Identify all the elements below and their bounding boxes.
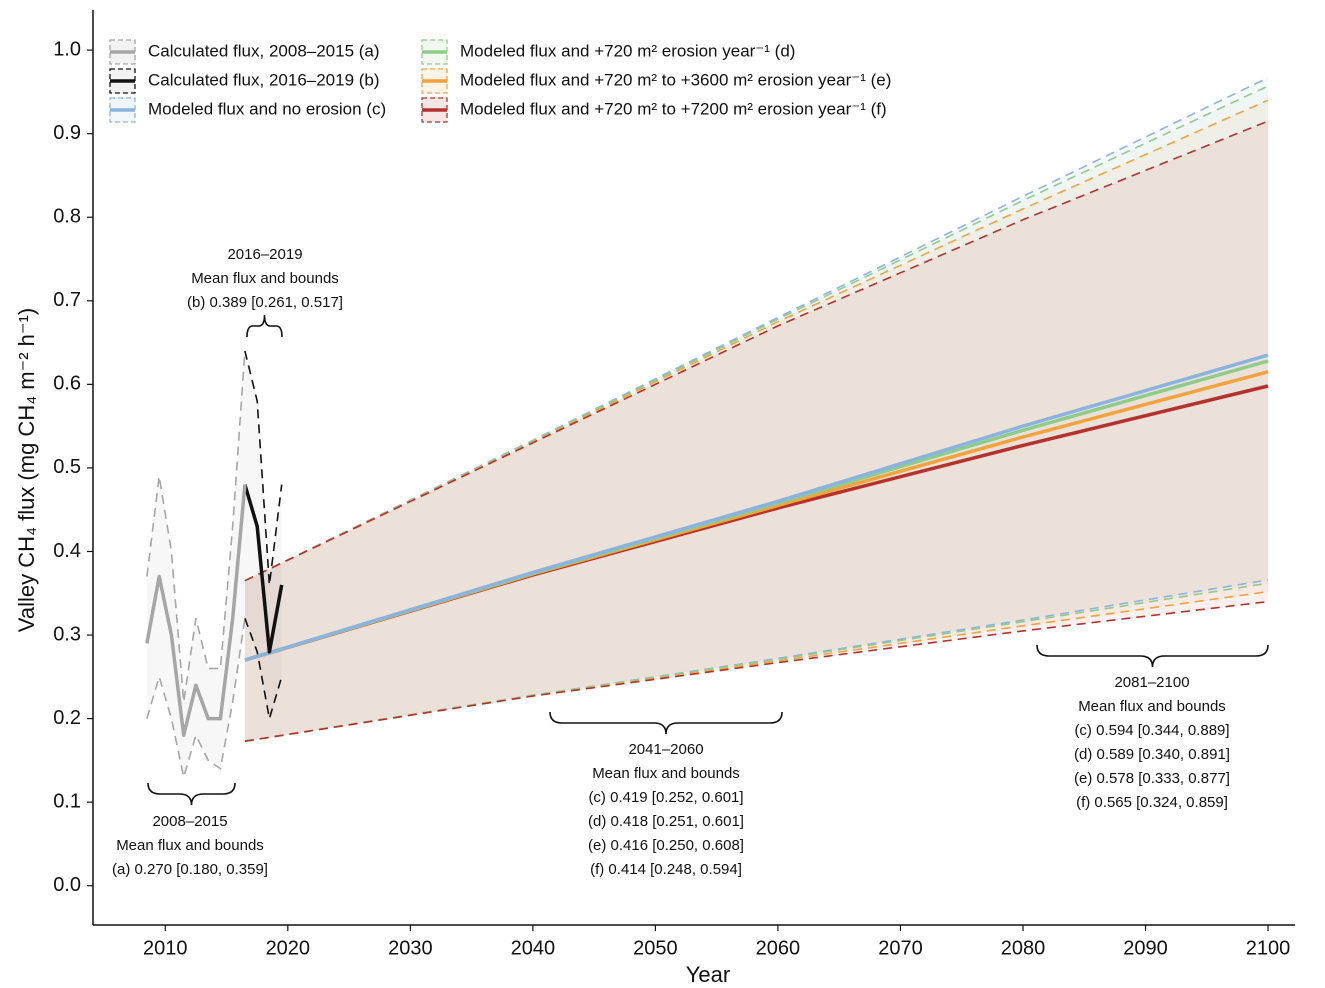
y-tick-label: 0.5	[53, 456, 81, 478]
mean-line	[244, 353, 1269, 662]
y-tick-label: 0.3	[53, 623, 81, 645]
y-tick-label: 0.6	[53, 373, 81, 395]
bound-line	[146, 350, 246, 703]
x-tick-label: 2090	[1123, 937, 1168, 959]
y-tick-label: 0.7	[53, 289, 81, 311]
y-tick-label: 0.0	[53, 874, 81, 896]
annotation-line: Mean flux and bounds	[592, 765, 740, 782]
mean-line	[243, 484, 284, 654]
y-tick-label: 1.0	[53, 38, 81, 60]
legend-label: Calculated flux, 2016–2019 (b)	[148, 70, 380, 89]
annotations: 2008–2015 Mean flux and bounds (a) 0.270 […	[112, 246, 1269, 878]
annotation-period: 2016–2019	[227, 246, 302, 263]
legend-label: Modeled flux and +720 m² to +3600 m² ero…	[460, 70, 891, 89]
bound-line	[244, 120, 1269, 582]
bound-band	[146, 350, 245, 778]
legend-label: Calculated flux, 2008–2015 (a)	[148, 41, 380, 60]
annotation-period: 2041–2060	[628, 741, 703, 758]
bound-line	[244, 579, 1269, 742]
x-tick-label: 2070	[878, 937, 923, 959]
x-tick-label: 2010	[143, 937, 188, 959]
mean-line	[145, 484, 247, 738]
annotation-line: Mean flux and bounds	[191, 270, 339, 287]
x-axis-title: Year	[686, 962, 730, 987]
y-axis-title: Valley CH₄ flux (mg CH₄ m⁻² h⁻¹)	[14, 308, 39, 632]
annotation-line: (f) 0.414 [0.248, 0.594]	[590, 861, 742, 878]
annotation-line: Mean flux and bounds	[1078, 698, 1226, 715]
x-tick-label: 2040	[511, 937, 556, 959]
annotation-line: (f) 0.565 [0.324, 0.859]	[1076, 794, 1228, 811]
annotation-line: (d) 0.418 [0.251, 0.601]	[588, 813, 744, 830]
legend-label: Modeled flux and no erosion (c)	[148, 99, 386, 118]
y-tick-label: 0.4	[53, 540, 81, 562]
x-tick-label: 2060	[756, 937, 801, 959]
brace	[246, 314, 283, 338]
x-tick-label: 2050	[633, 937, 678, 959]
annotation-line: (b) 0.389 [0.261, 0.517]	[187, 294, 343, 311]
bound-band	[244, 77, 1268, 742]
annotation-line: Mean flux and bounds	[116, 837, 264, 854]
annotation-line: (c) 0.594 [0.344, 0.889]	[1074, 722, 1229, 739]
y-tick-label: 0.2	[53, 707, 81, 729]
legend-label: Modeled flux and +720 m² to +7200 m² ero…	[460, 99, 887, 118]
x-tick-label: 2100	[1246, 937, 1291, 959]
legend-label: Modeled flux and +720 m² erosion year⁻¹ …	[460, 41, 795, 60]
annotation-line: (a) 0.270 [0.180, 0.359]	[112, 861, 268, 878]
annotation-line: (e) 0.578 [0.333, 0.877]	[1074, 770, 1230, 787]
axes: 0.0 0.1 0.2 0.3 0.4 0.5 0.6 0.7 0.8 0.9 1.0 2010 202…	[53, 10, 1295, 959]
bound-line	[146, 618, 246, 778]
bound-band	[244, 86, 1268, 742]
bound-band	[244, 121, 1268, 742]
bound-line	[244, 350, 283, 585]
annotation-period: 2008–2015	[152, 813, 227, 830]
y-tick-label: 0.1	[53, 790, 81, 812]
x-tick-label: 2020	[266, 937, 311, 959]
annotation-line: (d) 0.589 [0.340, 0.891]	[1074, 746, 1230, 763]
lines	[145, 76, 1269, 778]
annotation-line: (e) 0.416 [0.250, 0.608]	[588, 837, 744, 854]
brace	[549, 711, 783, 735]
x-tick-label: 2030	[388, 937, 433, 959]
y-tick-label: 0.9	[53, 122, 81, 144]
annotation-line: (c) 0.419 [0.252, 0.601]	[588, 789, 743, 806]
x-tick-label: 2080	[1001, 937, 1046, 959]
y-tick-label: 0.8	[53, 206, 81, 228]
brace	[147, 782, 236, 806]
annotation-period: 2081–2100	[1114, 674, 1189, 691]
legend: Calculated flux, 2008–2015 (a) Calculated…	[109, 39, 891, 123]
bound-line	[244, 618, 283, 719]
brace	[1036, 644, 1269, 668]
